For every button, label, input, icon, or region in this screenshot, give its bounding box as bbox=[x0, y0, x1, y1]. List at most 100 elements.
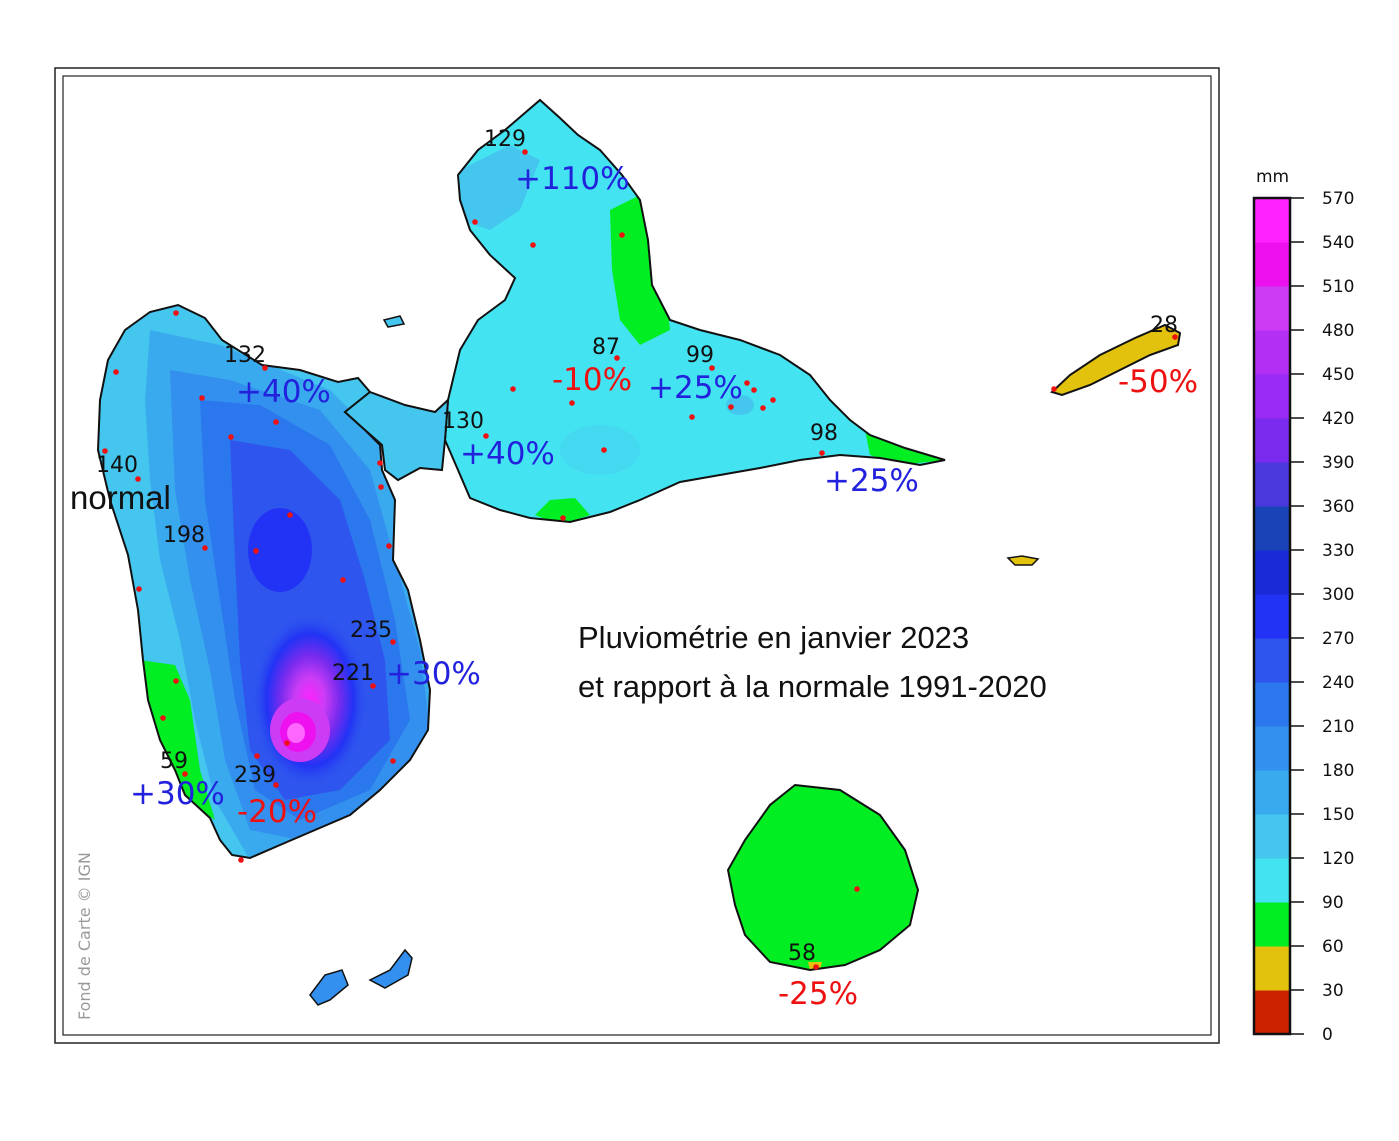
station-dot bbox=[483, 433, 489, 439]
color-scale-tick-label: 240 bbox=[1322, 673, 1354, 693]
station-dot bbox=[254, 753, 260, 759]
color-scale-tick-label: 540 bbox=[1322, 233, 1354, 253]
color-scale-tick-label: 450 bbox=[1322, 365, 1354, 385]
marie-galante-island bbox=[726, 783, 920, 972]
station-dot bbox=[378, 484, 384, 490]
station-dot bbox=[113, 369, 119, 375]
station-dot bbox=[386, 543, 392, 549]
color-scale-swatch bbox=[1254, 418, 1290, 463]
color-scale-swatch bbox=[1254, 946, 1290, 991]
color-scale-tick-label: 120 bbox=[1322, 849, 1354, 869]
saintes-island-2 bbox=[368, 948, 413, 989]
station-value-59: 59 bbox=[160, 749, 188, 774]
station-dot bbox=[760, 405, 766, 411]
station-dot bbox=[819, 450, 825, 456]
color-scale-tick-label: 210 bbox=[1322, 717, 1354, 737]
station-dot bbox=[560, 515, 566, 521]
station-dot bbox=[102, 448, 108, 454]
anomaly-label: -50% bbox=[1118, 364, 1198, 400]
station-dot bbox=[287, 512, 293, 518]
station-dot bbox=[228, 434, 234, 440]
color-scale-swatch bbox=[1254, 814, 1290, 859]
color-scale-swatch bbox=[1254, 462, 1290, 507]
color-scale-swatch bbox=[1254, 198, 1290, 243]
color-scale-tick-label: 330 bbox=[1322, 541, 1354, 561]
station-value-28: 28 bbox=[1150, 313, 1178, 338]
station-value-140: 140 bbox=[96, 453, 138, 478]
station-dot bbox=[182, 771, 188, 777]
color-scale-swatch bbox=[1254, 726, 1290, 771]
station-dot bbox=[173, 310, 179, 316]
color-scale-swatch bbox=[1254, 594, 1290, 639]
station-dot bbox=[173, 678, 179, 684]
anomaly-label: +25% bbox=[824, 463, 919, 499]
station-dot bbox=[202, 545, 208, 551]
anomaly-label: +25% bbox=[648, 370, 743, 406]
station-value-99: 99 bbox=[686, 343, 714, 368]
station-dot bbox=[390, 758, 396, 764]
color-scale-tick-label: 180 bbox=[1322, 761, 1354, 781]
station-dot bbox=[340, 577, 346, 583]
color-scale-tick-label: 90 bbox=[1322, 893, 1344, 913]
station-value-58: 58 bbox=[788, 941, 816, 966]
color-scale-tick-label: 360 bbox=[1322, 497, 1354, 517]
basse-terre-island bbox=[96, 303, 432, 860]
color-scale-swatch bbox=[1254, 990, 1290, 1035]
station-value-87: 87 bbox=[592, 335, 620, 360]
color-scale-tick-label: 0 bbox=[1322, 1025, 1333, 1045]
map-title-line1: Pluviométrie en janvier 2023 bbox=[578, 620, 969, 655]
color-scale-tick-label: 570 bbox=[1322, 189, 1354, 209]
color-scale-swatch bbox=[1254, 858, 1290, 903]
station-dot bbox=[522, 149, 528, 155]
color-scale-swatch bbox=[1254, 330, 1290, 375]
station-dot bbox=[273, 419, 279, 425]
station-value-235: 235 bbox=[350, 618, 392, 643]
station-dot bbox=[1172, 334, 1178, 340]
anomaly-label: -10% bbox=[552, 362, 632, 398]
station-dot bbox=[530, 242, 536, 248]
color-scale-tick-label: 30 bbox=[1322, 981, 1344, 1001]
station-dot bbox=[377, 460, 383, 466]
station-dot bbox=[689, 414, 695, 420]
station-dot bbox=[390, 639, 396, 645]
station-dot bbox=[569, 400, 575, 406]
islet bbox=[382, 315, 406, 328]
desirade-island bbox=[1050, 323, 1182, 397]
anomaly-label: +40% bbox=[460, 436, 555, 472]
station-dot bbox=[273, 782, 279, 788]
color-scale-tick-label: 390 bbox=[1322, 453, 1354, 473]
color-scale-swatch bbox=[1254, 682, 1290, 727]
anomaly-label: +30% bbox=[386, 656, 481, 692]
station-dot bbox=[614, 355, 620, 361]
color-scale-swatch bbox=[1254, 242, 1290, 287]
color-scale-swatch bbox=[1254, 902, 1290, 947]
color-scale-frame bbox=[1252, 196, 1292, 1036]
anomaly-label: -25% bbox=[778, 976, 858, 1012]
junction-land bbox=[343, 390, 450, 482]
station-dot bbox=[472, 219, 478, 225]
station-dot bbox=[370, 683, 376, 689]
station-value-239: 239 bbox=[234, 763, 276, 788]
station-dot bbox=[510, 386, 516, 392]
station-dot bbox=[744, 380, 750, 386]
color-scale-swatch bbox=[1254, 286, 1290, 331]
anomaly-label: +30% bbox=[130, 776, 225, 812]
color-scale-swatch bbox=[1254, 550, 1290, 595]
station-dots bbox=[102, 149, 1178, 970]
station-dot bbox=[253, 548, 259, 554]
station-dot bbox=[601, 447, 607, 453]
color-scale-tick-label: 480 bbox=[1322, 321, 1354, 341]
station-dot bbox=[709, 365, 715, 371]
station-dot bbox=[160, 715, 166, 721]
anomaly-label: -20% bbox=[237, 794, 317, 830]
color-scale-tick-label: 510 bbox=[1322, 277, 1354, 297]
station-dot bbox=[751, 387, 757, 393]
color-scale-swatch bbox=[1254, 506, 1290, 551]
anomaly-label: +110% bbox=[515, 161, 630, 197]
station-dot bbox=[135, 476, 141, 482]
anomaly-label: +40% bbox=[236, 374, 331, 410]
color-scale-tick-label: 270 bbox=[1322, 629, 1354, 649]
station-dot bbox=[770, 397, 776, 403]
station-dot bbox=[284, 740, 290, 746]
